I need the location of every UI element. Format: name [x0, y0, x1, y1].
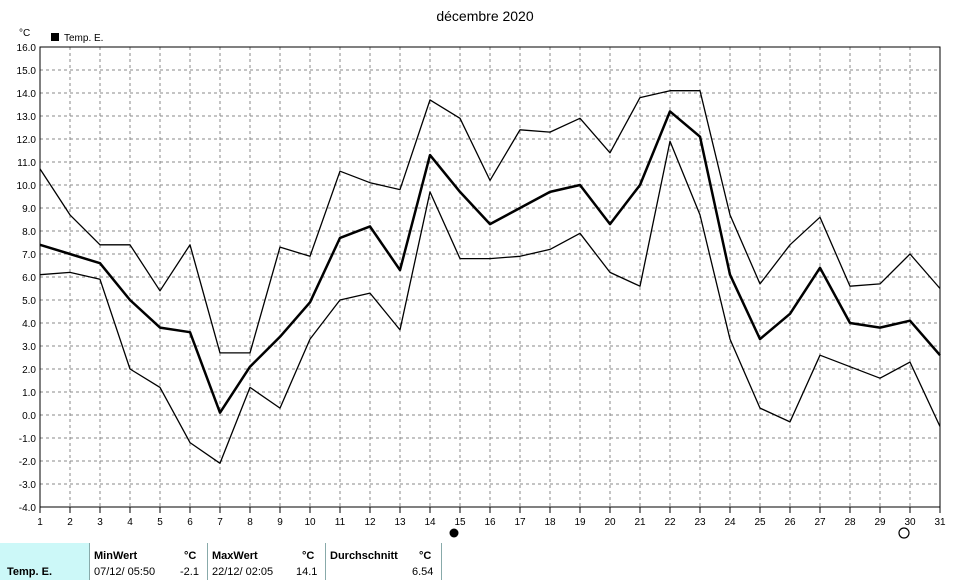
avg-unit: °C — [419, 550, 432, 562]
x-tick-label: 23 — [694, 517, 706, 528]
min-datetime: 07/12/ 05:50 — [94, 566, 156, 578]
x-tick-label: 26 — [784, 517, 796, 528]
x-tick-label: 27 — [814, 517, 826, 528]
x-tick-label: 6 — [187, 517, 193, 528]
footer-divider — [207, 543, 208, 580]
x-tick-label: 13 — [394, 517, 406, 528]
x-tick-labels: 1 2 3 4 5 6 7 8 9 10 11 12 13 14 15 16 17 18 19 20 21 22 23 24 2… — [37, 507, 946, 528]
x-tick-label: 8 — [247, 517, 253, 528]
series-line-mean — [39, 110, 941, 414]
full-moon-icon — [898, 527, 910, 539]
footer-divider — [325, 543, 326, 580]
x-tick-label: 14 — [424, 517, 436, 528]
chart-title: décembre 2020 — [436, 8, 534, 24]
y-tick-label: 2.0 — [22, 365, 36, 376]
series-line-max — [39, 90, 941, 354]
series-lines — [39, 90, 941, 464]
y-tick-label: -1.0 — [19, 434, 37, 445]
y-tick-label: 1.0 — [22, 388, 36, 399]
x-tick-label: 3 — [97, 517, 103, 528]
max-header: MaxWert — [212, 550, 258, 562]
x-tick-label: 1 — [37, 517, 43, 528]
y-tick-label: 5.0 — [22, 296, 36, 307]
y-tick-label: -3.0 — [19, 480, 37, 491]
min-header: MinWert — [94, 550, 138, 562]
x-tick-label: 4 — [127, 517, 133, 528]
y-tick-label: 15.0 — [17, 66, 37, 77]
legend-swatch — [51, 33, 59, 41]
y-tick-label: 6.0 — [22, 273, 36, 284]
x-tick-label: 12 — [364, 517, 376, 528]
max-value: 14.1 — [296, 566, 318, 578]
x-tick-label: 30 — [904, 517, 916, 528]
x-tick-label: 31 — [934, 517, 946, 528]
y-tick-label: 3.0 — [22, 342, 36, 353]
y-tick-label: 12.0 — [17, 135, 37, 146]
x-tick-label: 16 — [484, 517, 496, 528]
avg-value: 6.54 — [412, 566, 434, 578]
series-line-min — [39, 140, 941, 464]
avg-header: Durchschnitt — [330, 550, 398, 562]
x-tick-label: 5 — [157, 517, 163, 528]
x-tick-label: 20 — [604, 517, 616, 528]
grid-lines — [40, 47, 940, 507]
min-value: -2.1 — [180, 566, 199, 578]
y-tick-label: 4.0 — [22, 319, 36, 330]
y-tick-label: 14.0 — [17, 89, 37, 100]
x-tick-label: 9 — [277, 517, 283, 528]
y-axis-unit: °C — [19, 28, 30, 39]
y-tick-label: 8.0 — [22, 227, 36, 238]
x-tick-label: 2 — [67, 517, 73, 528]
max-datetime: 22/12/ 02:05 — [212, 566, 274, 578]
max-unit: °C — [302, 550, 315, 562]
x-tick-label: 28 — [844, 517, 856, 528]
y-tick-label: 0.0 — [22, 411, 36, 422]
x-tick-label: 15 — [454, 517, 466, 528]
x-tick-label: 25 — [754, 517, 766, 528]
y-tick-label: -2.0 — [19, 457, 37, 468]
x-tick-label: 24 — [724, 517, 736, 528]
y-tick-label: 13.0 — [17, 112, 37, 123]
x-tick-label: 21 — [634, 517, 646, 528]
y-tick-label: 11.0 — [17, 158, 36, 169]
y-tick-labels: -4.0 -3.0 -2.0 -1.0 0.0 1.0 2.0 3.0 4.0 5.0 6.0 7.0… — [17, 43, 37, 514]
y-tick-label: -4.0 — [19, 503, 37, 514]
footer-divider — [441, 543, 442, 580]
day-markers — [449, 527, 910, 539]
min-unit: °C — [184, 550, 197, 562]
temperature-chart: décembre 2020 °C Temp. E. -4.0 -3.0 -2.0 -1… — [17, 8, 946, 539]
y-tick-label: 9.0 — [22, 204, 36, 215]
footer-row-label: Temp. E. — [7, 566, 53, 578]
x-tick-label: 7 — [217, 517, 223, 528]
x-tick-label: 22 — [664, 517, 676, 528]
y-tick-label: 10.0 — [17, 181, 37, 192]
x-tick-label: 18 — [544, 517, 556, 528]
y-tick-label: 7.0 — [22, 250, 36, 261]
y-tick-label: 16.0 — [17, 43, 37, 54]
x-tick-label: 29 — [874, 517, 886, 528]
plot-frame — [39, 46, 941, 508]
x-tick-label: 17 — [514, 517, 526, 528]
footer-divider — [89, 543, 90, 580]
legend-label: Temp. E. — [64, 33, 103, 44]
x-tick-label: 11 — [335, 517, 346, 528]
new-moon-icon — [449, 528, 459, 538]
x-tick-label: 10 — [304, 517, 316, 528]
x-tick-label: 19 — [574, 517, 586, 528]
